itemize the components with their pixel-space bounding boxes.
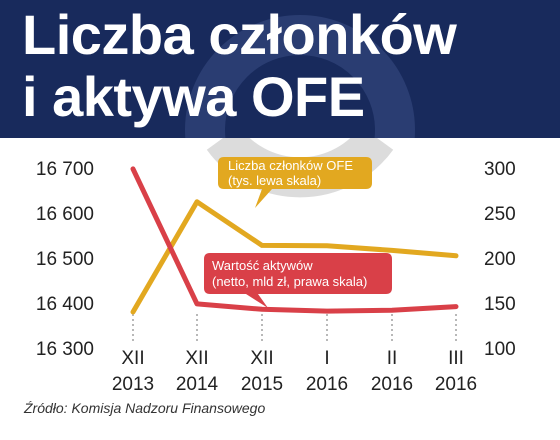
left-tick-label: 16 500 (36, 249, 94, 270)
source-note: Źródło: Komisja Nadzoru Finansowego (24, 400, 266, 416)
assets-callout-note: (netto, mld zł, prawa skala) (212, 274, 367, 289)
left-axis: 16 700 16 600 16 500 16 400 16 300 (36, 159, 94, 360)
x-axis: XII 2013 XII 2014 XII 2015 I 2016 II 2016 III 2016 (112, 314, 477, 395)
right-tick-label: 150 (484, 294, 516, 315)
title-line-1: Liczba członków (22, 3, 457, 66)
members-callout-note: (tys. lewa skala) (228, 173, 321, 188)
x-tick-label-month: XII (121, 348, 144, 369)
x-tick-label-year: 2013 (112, 374, 154, 395)
watermark-logo-top (185, 15, 415, 138)
right-tick-label: 200 (484, 249, 516, 270)
members-callout-box (218, 157, 372, 208)
title-line-2: i aktywa OFE (22, 65, 365, 128)
assets-callout-title: Wartość aktywów (212, 258, 313, 273)
x-tick-label-month: XII (250, 348, 273, 369)
assets-callout: Wartość aktywów (netto, mld zł, prawa sk… (204, 253, 392, 308)
x-tick-label-year: 2015 (241, 374, 283, 395)
assets-callout-box (204, 253, 392, 308)
x-tick-label-year: 2016 (306, 374, 348, 395)
series-layer (130, 166, 459, 315)
right-tick-label: 300 (484, 159, 516, 180)
x-tick-label-month: XII (185, 348, 208, 369)
left-tick-label: 16 700 (36, 159, 94, 180)
right-axis: 300 250 200 150 100 (484, 159, 516, 360)
left-tick-label: 16 300 (36, 339, 94, 360)
x-tick-label-year: 2014 (176, 374, 219, 395)
left-tick-label: 16 400 (36, 294, 94, 315)
header-banner: Liczba członków i aktywa OFE (0, 0, 560, 138)
page-title: Liczba członków i aktywa OFE (22, 3, 457, 128)
assets-series-line (130, 166, 459, 314)
x-tick-label-year: 2016 (435, 374, 477, 395)
members-callout-title: Liczba członków OFE (228, 158, 353, 173)
x-tick-label-month: III (448, 348, 464, 369)
members-callout: Liczba członków OFE (tys. lewa skala) (218, 157, 372, 208)
right-tick-label: 100 (484, 339, 516, 360)
right-tick-label: 250 (484, 204, 516, 225)
left-tick-label: 16 600 (36, 204, 94, 225)
line-chart: 16 700 16 600 16 500 16 400 16 300 300 250 200… (36, 138, 516, 395)
x-tick-label-month: I (324, 348, 329, 369)
x-tick-label-month: II (387, 348, 398, 369)
x-tick-label-year: 2016 (371, 374, 413, 395)
members-series-line (130, 199, 459, 315)
